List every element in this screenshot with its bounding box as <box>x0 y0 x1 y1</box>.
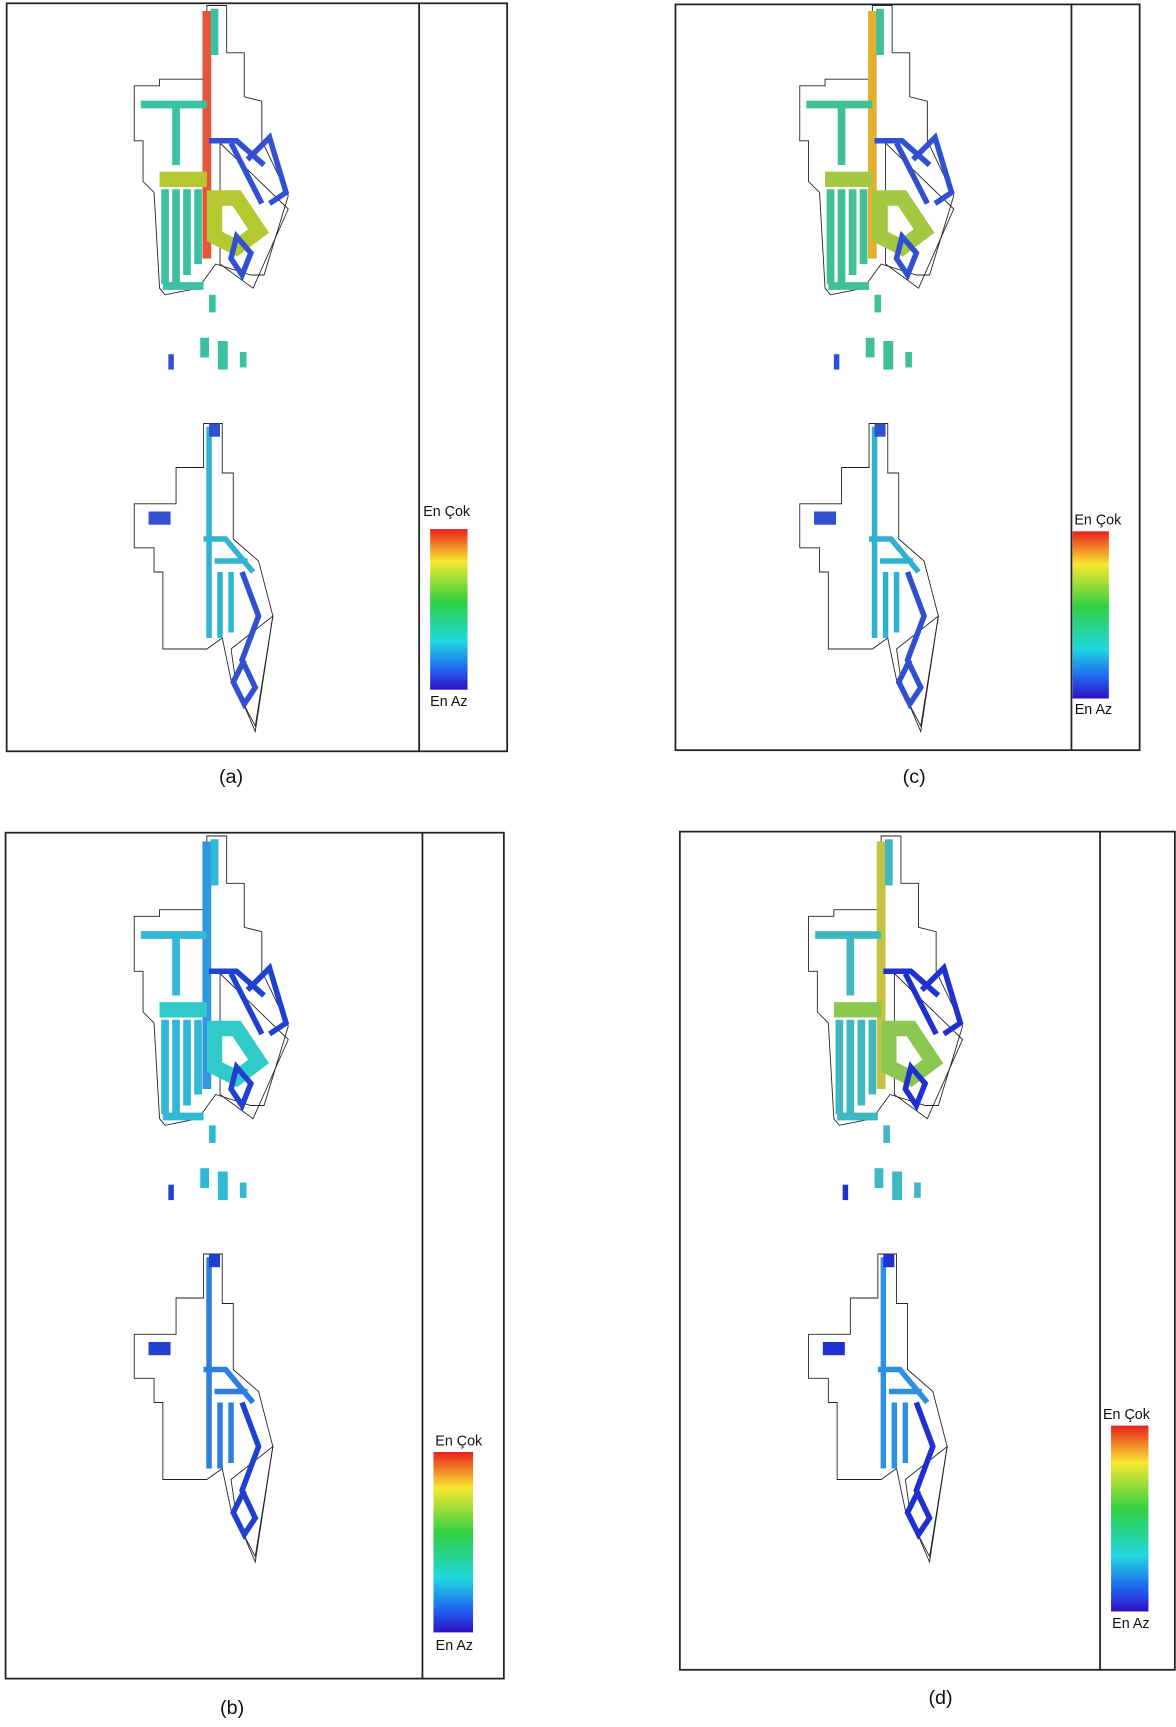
caption: (c) <box>903 766 926 788</box>
floor-plan <box>809 836 963 1562</box>
panel-frame <box>5 2 509 753</box>
legend-max: En Çok <box>1103 1407 1151 1423</box>
legend-max: En Çok <box>435 1433 483 1449</box>
panel-frame <box>4 831 505 1680</box>
panel-d: En Çok En Az (d) <box>678 830 1176 1709</box>
legend-bar <box>433 1452 474 1633</box>
legend-bar <box>1072 531 1109 699</box>
legend-min: En Az <box>1075 702 1112 718</box>
legend-max: En Çok <box>1074 513 1122 529</box>
legend-bar <box>430 529 468 690</box>
floor-plan <box>134 6 288 732</box>
panel-b: En Çok En Az (b) <box>4 831 505 1719</box>
legend-min: En Az <box>436 1638 473 1654</box>
panel-frame <box>678 830 1176 1671</box>
floor-plan <box>134 836 288 1562</box>
caption: (a) <box>219 766 243 788</box>
legend-min: En Az <box>1112 1616 1149 1632</box>
caption: (b) <box>220 1697 244 1719</box>
floor-plan <box>800 6 954 732</box>
legend-bar <box>1111 1425 1149 1612</box>
legend-max: En Çok <box>423 504 471 520</box>
legend-min: En Az <box>430 694 467 710</box>
panel-c: En Çok En Az (c) <box>674 3 1141 788</box>
panel-frame <box>674 3 1141 752</box>
panel-a: En Çok En Az (a) <box>5 2 509 788</box>
caption: (d) <box>928 1687 952 1709</box>
